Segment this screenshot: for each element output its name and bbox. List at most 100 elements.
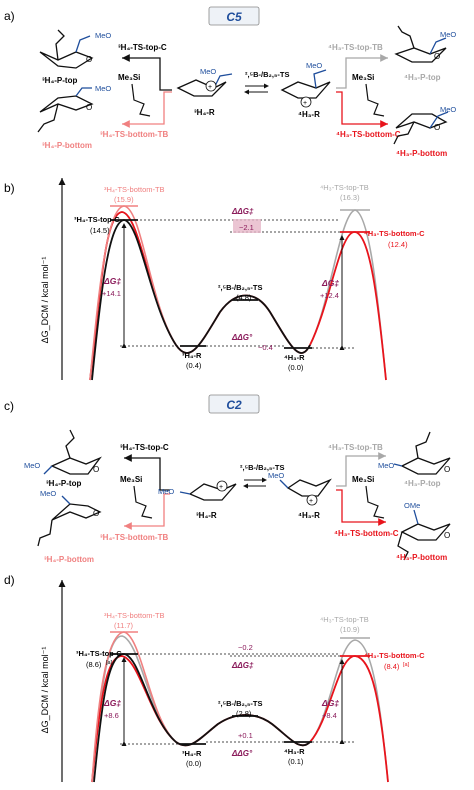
d-curve-black xyxy=(93,653,311,783)
oxygen-label-3: O xyxy=(434,52,440,61)
panel-c-left-bottom-ts: ³H₄-TS-bottom-TB xyxy=(100,533,168,542)
panel-d-ddg-ts: ΔΔG‡ xyxy=(231,661,254,670)
panel-b-r-right: ⁴H₃-R xyxy=(284,353,305,362)
panel-c-letter: c) xyxy=(4,399,14,413)
plus-c-1: + xyxy=(219,484,223,491)
meo-label: MeO xyxy=(95,31,111,40)
oxygen-label-4: O xyxy=(434,123,440,132)
molecule-reactant-right xyxy=(280,69,331,99)
panel-a-left-bottom-ts: ³H₄-TS-bottom-TB xyxy=(100,130,168,139)
panel-c-badge-box xyxy=(208,394,260,414)
nucleophile-c-1: Me₃Si xyxy=(120,475,142,484)
panel-b-ts-left-tb: ³H₄-TS-bottom-TB xyxy=(104,185,165,194)
meo-label-5: MeO xyxy=(440,30,456,39)
panel-d-r-left-val: (0.0) xyxy=(186,759,202,768)
panel-b-ddg-ts: ΔΔG‡ xyxy=(231,207,254,216)
arrow-c-left-top xyxy=(124,454,170,491)
panel-b-ts-mid: ²,⁵B-/B₂,₅-TS xyxy=(218,283,262,292)
oxygen-label-2: O xyxy=(86,103,92,112)
panel-b-y-axis-label: ΔG_DCM / kcal mol⁻¹ xyxy=(40,257,50,344)
panel-d-r-left: ³H₄-R xyxy=(182,749,202,758)
oxygen-c-3: O xyxy=(444,465,450,474)
panel-b-ts-right-tb: ⁴H₃-TS-top-TB xyxy=(320,183,369,192)
panel-d-letter: d) xyxy=(4,573,15,587)
plus-sign: + xyxy=(208,84,212,91)
oxocarbenium-charge xyxy=(205,80,217,92)
molecule-c-right-bottom-product xyxy=(397,509,451,561)
panel-d-ts-left-c-val: (8.6) xyxy=(86,660,102,669)
ddg-ts-box xyxy=(233,219,261,233)
arrow-right-bottom xyxy=(336,91,388,128)
arrow-left-top xyxy=(122,54,172,91)
plus-sign-2: + xyxy=(303,100,307,107)
panel-c-badge: C2 xyxy=(226,398,242,412)
panel-c-left-top-ts: ³H₄-TS-top-C xyxy=(120,443,169,452)
panel-a-right-bottom-product: ⁴H₃-P-bottom xyxy=(396,149,447,158)
panel-a-right-top-product: ⁴H₃-P-top xyxy=(404,73,441,82)
allyl-silane-c-2 xyxy=(365,485,385,519)
panel-d-footnote-right: [a] xyxy=(403,662,410,668)
panel-d-dg-right-val: +8.4 xyxy=(322,711,337,720)
panel-b-dg-right-val: +12.4 xyxy=(320,291,339,300)
panel-a-equilibrium-ts: ²,⁵B-/B₂,₅-TS xyxy=(245,70,289,79)
meo-label-6: MeO xyxy=(440,105,456,114)
panel-a-left-reactant: ³H₄-R xyxy=(194,108,215,117)
meo-label-3: MeO xyxy=(200,67,216,76)
charge-c-1 xyxy=(216,480,228,492)
meo-c-5: MeO xyxy=(378,461,394,470)
oxygen-c-1: O xyxy=(93,465,99,474)
molecule-c-left-top-product xyxy=(43,429,102,475)
panel-b-dg-left-val: +14.1 xyxy=(102,289,121,298)
molecule-c-reactant-right xyxy=(279,478,332,497)
panel-d-ddg-r-val: +0.1 xyxy=(238,731,253,740)
panel-c-right-bottom-product: ⁴H₃-P-bottom xyxy=(396,553,447,562)
panel-b-ddg-ts-val: −2.1 xyxy=(239,223,254,232)
allyl-silane-2 xyxy=(365,83,385,117)
panel-a-right-bottom-ts: ⁴H₃-TS-bottom-C xyxy=(336,130,401,139)
panel-c-right-reactant: ⁴H₃-R xyxy=(298,511,320,520)
oxygen-c-4: O xyxy=(444,531,450,540)
meo-c-3: MeO xyxy=(158,487,174,496)
panel-b-r-left-val: (0.4) xyxy=(186,361,202,370)
panel-d-ts-right-c: ⁴H₃-TS-bottom-C xyxy=(364,651,425,660)
arrow-c-right-bottom xyxy=(336,489,386,526)
panel-d-y-axis-label: ΔG_DCM / kcal mol⁻¹ xyxy=(40,647,50,734)
oxocarbenium-charge-2 xyxy=(300,96,312,108)
panel-a-left-top-product: ³H₄-P-top xyxy=(42,76,77,85)
d-curve-red xyxy=(91,655,389,783)
panel-c-right-top-product: ⁴H₃-P-top xyxy=(404,479,441,488)
panel-b-r-left: ³H₄-R xyxy=(182,351,202,360)
panel-d-ts-right-c-val: (8.4) xyxy=(384,662,400,671)
panel-b-ts-right-c: ⁴H₃-TS-bottom-C xyxy=(364,229,425,238)
molecule-right-bottom-product xyxy=(393,111,449,145)
panel-b-ts-left-c: ³H₄-TS-top-C xyxy=(74,215,120,224)
allyl-silane-c-1 xyxy=(133,485,153,519)
panel-d-dg-left-val: +8.6 xyxy=(104,711,119,720)
panel-d-footnote-left: [a] xyxy=(106,660,113,666)
panel-a: a) C5 MeO O ³H₄-P-top MeO O ³H₄-P-bottom… xyxy=(4,6,456,158)
meo-label-4: MeO xyxy=(306,61,322,70)
panel-d-ts-mid: ²,⁵B-/B₂,₅-TS xyxy=(218,699,262,708)
panel-b-ts-mid-val: (4.8) xyxy=(236,293,252,302)
arrow-c-left-bottom xyxy=(124,493,170,530)
nucleophile-label-2: Me₃Si xyxy=(352,73,374,82)
panel-b-dg-left: ΔG‡ xyxy=(103,276,121,286)
panel-d-ts-right-tb-val: (10.9) xyxy=(340,625,360,634)
panel-b-ddg-r-val: −0.4 xyxy=(258,343,273,352)
panel-a-right-top-ts: ⁴H₃-TS-top-TB xyxy=(328,43,383,52)
panel-c-left-top-product: ³H₄-P-top xyxy=(46,479,81,488)
panel-a-badge-box xyxy=(208,6,260,26)
ome-c-1: OMe xyxy=(404,501,420,510)
panel-b-ts-right-tb-val: (16.3) xyxy=(340,193,360,202)
nucleophile-label: Me₃Si xyxy=(118,73,140,82)
panel-b-r-right-val: (0.0) xyxy=(288,363,304,372)
molecule-c-left-bottom-product xyxy=(37,495,102,547)
panel-d-ddg-r: ΔΔG° xyxy=(231,749,253,758)
allyl-silane xyxy=(131,83,151,117)
panel-b-ts-right-c-val: (12.4) xyxy=(388,240,408,249)
charge-c-2 xyxy=(306,494,318,506)
molecule-reactant-left xyxy=(176,73,233,97)
arrow-left-bottom xyxy=(122,91,172,128)
panel-d-ddg-ts-val: −0.2 xyxy=(238,643,253,652)
